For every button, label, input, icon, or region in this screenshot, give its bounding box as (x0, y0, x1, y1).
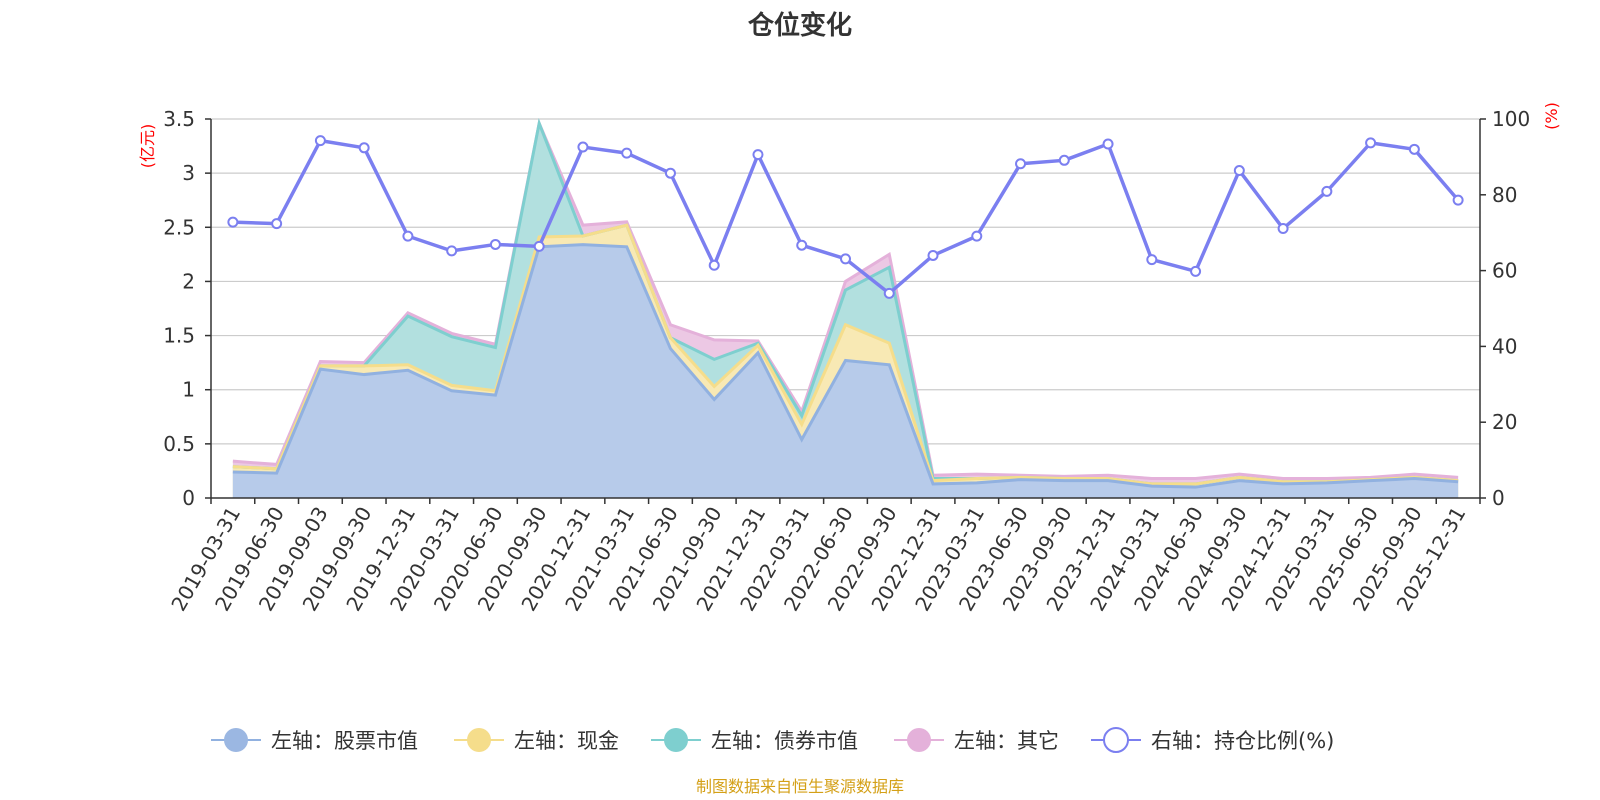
legend-item[interactable]: 左轴：其它 (894, 728, 1059, 753)
ratio-point (1408, 143, 1420, 155)
ratio-point (1233, 165, 1245, 177)
ratio-point (708, 259, 720, 271)
legend-marker (467, 728, 491, 752)
right-axis-tick-label: 60 (1492, 259, 1517, 283)
ratio-point (1190, 265, 1202, 277)
ratio-point (314, 135, 326, 147)
ratio-point (402, 230, 414, 242)
area-fill-0 (232, 244, 1459, 498)
area-edge-0 (232, 243, 1459, 489)
right-axis-tick-label: 80 (1492, 183, 1517, 207)
legend-marker (907, 728, 931, 752)
ratio-point (1365, 137, 1377, 149)
ratio-point (752, 149, 764, 161)
ratio-point (1452, 194, 1464, 206)
ratio-point (621, 147, 633, 159)
right-axis-tick-label: 100 (1492, 107, 1530, 131)
ratio-point (1058, 154, 1070, 166)
ratio-point (840, 253, 851, 265)
ratio-point (533, 240, 545, 252)
ratio-point (927, 249, 939, 261)
legend-label: 左轴：现金 (514, 729, 619, 753)
ratio-point (271, 218, 283, 230)
legend-marker (224, 728, 248, 752)
ratio-point (796, 239, 808, 251)
left-axis-tick-label: 1.5 (163, 324, 195, 348)
ratio-point (971, 230, 983, 242)
ratio-point (227, 216, 239, 228)
left-axis-tick-label: 3.5 (163, 107, 195, 131)
data-source-note: 制图数据来自恒生聚源数据库 (696, 777, 904, 796)
ratio-point (664, 167, 676, 179)
right-axis-tick-label: 40 (1492, 334, 1517, 358)
left-axis-tick-label: 2 (182, 269, 195, 293)
legend-marker (1103, 727, 1129, 753)
ratio-point (446, 245, 458, 257)
ratio-point (1015, 158, 1027, 170)
ratio-point (1102, 138, 1114, 150)
ratio-point (489, 238, 501, 250)
right-axis-tick-label: 0 (1492, 486, 1505, 510)
right-axis-tick-label: 20 (1492, 410, 1517, 434)
left-axis-tick-label: 0.5 (163, 432, 195, 456)
legend-item[interactable]: 左轴：债券市值 (651, 728, 858, 753)
legend-label: 左轴：债券市值 (711, 729, 858, 753)
right-axis-unit: (%) (1542, 102, 1561, 130)
legend-label: 左轴：股票市值 (271, 729, 418, 753)
holding-ratio-line (227, 135, 1464, 299)
chart-title: 仓位变化 (747, 10, 852, 41)
ratio-point (577, 141, 589, 153)
legend-marker (664, 728, 688, 752)
ratio-point (358, 142, 370, 154)
ratio-line-path (232, 138, 1460, 296)
legend-item[interactable]: 右轴：持仓比例(%) (1091, 727, 1334, 753)
legend-item[interactable]: 左轴：股票市值 (211, 728, 418, 753)
ratio-point (1146, 254, 1158, 266)
left-axis-unit: (亿元) (138, 124, 157, 169)
legend-label: 右轴：持仓比例(%) (1151, 729, 1334, 753)
ratio-point (1277, 223, 1289, 235)
left-axis-tick-label: 2.5 (163, 215, 195, 239)
stacked-areas (232, 117, 1459, 499)
left-axis-tick-label: 1 (182, 378, 195, 402)
area-edge-3 (232, 118, 1459, 481)
left-axis-tick-label: 3 (182, 161, 195, 185)
legend[interactable]: 左轴：股票市值 左轴：现金 左轴：债券市值 左轴：其它 右轴：持仓比例(%) (211, 727, 1334, 753)
legend-label: 左轴：其它 (954, 729, 1059, 753)
ratio-point (1321, 185, 1333, 197)
ratio-point (883, 287, 895, 299)
left-axis-tick-label: 0 (182, 486, 195, 510)
legend-item[interactable]: 左轴：现金 (454, 728, 619, 753)
area-edge-1 (232, 223, 1459, 486)
